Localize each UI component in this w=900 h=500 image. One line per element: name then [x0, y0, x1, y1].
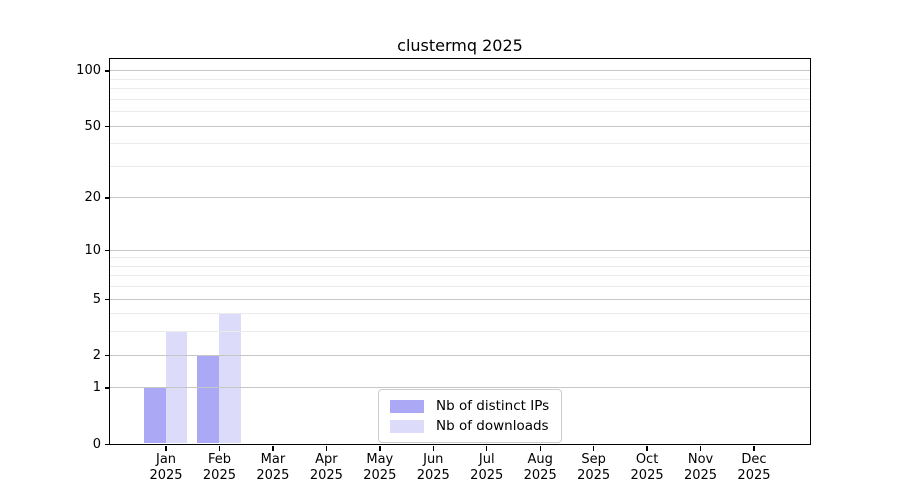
x-tick-dec — [753, 445, 755, 451]
x-tick-mar — [272, 445, 274, 451]
gridline-y-1 — [109, 387, 810, 389]
legend-swatch-distinct-ips — [390, 399, 424, 413]
y-tick-label-20: 20 — [84, 190, 101, 206]
y-tick-label-100: 100 — [76, 63, 101, 79]
gridline-y-40 — [109, 143, 810, 145]
x-tick-apr — [325, 445, 328, 451]
x-tick-sep — [593, 445, 595, 451]
y-tick-label-1: 1 — [92, 380, 101, 396]
x-tick-label-feb: Feb 2025 — [202, 452, 236, 483]
gridline-y-20 — [109, 197, 810, 199]
y-tick-50 — [105, 125, 110, 127]
y-tick-label-2: 2 — [92, 347, 101, 363]
bar-distinct-ips-jan — [143, 387, 166, 444]
x-tick-label-sep: Sep 2025 — [577, 452, 611, 483]
y-tick-5 — [105, 298, 110, 300]
x-tick-label-apr: Apr 2025 — [309, 452, 343, 483]
x-tick-label-oct: Oct 2025 — [630, 452, 664, 483]
y-tick-label-5: 5 — [92, 291, 101, 307]
x-tick-nov — [699, 445, 702, 451]
x-tick-oct — [646, 445, 648, 451]
x-tick-label-jan: Jan 2025 — [149, 452, 183, 483]
gridline-y-100 — [109, 70, 810, 72]
y-tick-10 — [105, 249, 110, 251]
x-tick-may — [379, 445, 381, 451]
y-tick-1 — [105, 387, 110, 389]
legend-label-distinct-ips: Nb of distinct IPs — [436, 398, 550, 414]
legend-label-downloads: Nb of downloads — [436, 418, 549, 434]
gridline-y-4 — [109, 313, 810, 315]
bar-distinct-ips-feb — [197, 354, 219, 444]
gridline-y-7 — [109, 275, 810, 277]
y-tick-label-50: 50 — [84, 118, 101, 134]
x-tick-aug — [539, 445, 541, 451]
gridline-y-5 — [109, 298, 810, 300]
gridline-y-6 — [109, 286, 810, 288]
chart-title: clustermq 2025 — [397, 36, 523, 55]
gridline-y-2 — [109, 354, 810, 356]
gridline-y-60 — [109, 111, 810, 113]
legend: Nb of distinct IPs Nb of downloads — [378, 389, 563, 443]
y-tick-2 — [105, 354, 110, 356]
x-tick-label-aug: Aug 2025 — [523, 452, 557, 483]
gridline-y-8 — [109, 265, 810, 267]
gridline-y-50 — [109, 125, 810, 127]
x-tick-label-nov: Nov 2025 — [683, 452, 718, 483]
legend-item-distinct-ips: Nb of distinct IPs — [390, 396, 549, 416]
gridline-y-9 — [109, 257, 810, 259]
y-tick-100 — [105, 70, 110, 72]
x-tick-label-dec: Dec 2025 — [737, 452, 771, 483]
y-tick-0 — [105, 443, 110, 445]
x-tick-label-mar: Mar 2025 — [256, 452, 290, 483]
legend-swatch-downloads — [390, 419, 424, 433]
x-tick-label-jun: Jun 2025 — [416, 452, 450, 483]
x-tick-jul — [486, 445, 488, 451]
plot-area — [108, 57, 811, 445]
x-tick-label-may: May 2025 — [363, 452, 397, 483]
gridline-y-30 — [109, 165, 810, 167]
x-tick-jan — [165, 445, 167, 451]
gridline-y-70 — [109, 98, 810, 100]
gridline-y-3 — [109, 331, 810, 333]
y-tick-20 — [105, 197, 110, 199]
gridline-y-90 — [109, 78, 810, 80]
legend-item-downloads: Nb of downloads — [390, 416, 549, 436]
x-tick-jun — [432, 445, 434, 451]
bar-downloads-feb — [218, 313, 241, 444]
gridline-y-10 — [109, 249, 810, 251]
y-tick-label-0: 0 — [92, 436, 101, 452]
x-tick-label-jul: Jul 2025 — [470, 452, 504, 483]
gridline-y-80 — [109, 88, 810, 90]
y-tick-label-10: 10 — [84, 242, 101, 258]
x-tick-feb — [218, 445, 221, 451]
